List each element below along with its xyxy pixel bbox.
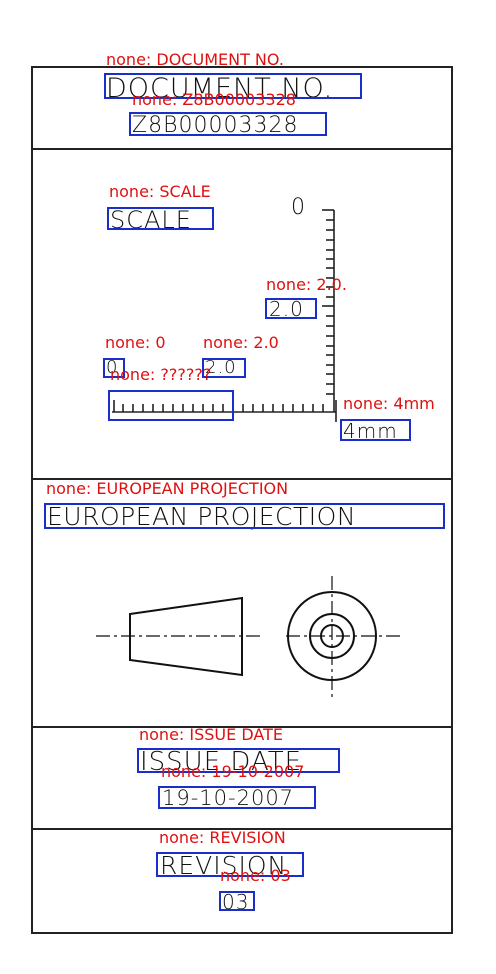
divider <box>31 478 453 480</box>
bbox <box>265 298 317 319</box>
bbox <box>44 503 445 529</box>
bbox <box>158 786 316 809</box>
bbox <box>219 891 255 911</box>
annotation-label: none: 03 <box>220 866 291 885</box>
annotation-label: none: DOCUMENT NO. <box>106 50 284 69</box>
annotation-label: none: EUROPEAN PROJECTION <box>46 479 289 498</box>
annotation-label: none: Z8B00003328 <box>132 90 296 109</box>
title-block-frame <box>31 66 453 934</box>
annotation-label: none: REVISION <box>159 828 286 847</box>
bbox <box>108 390 234 421</box>
divider <box>31 726 453 728</box>
ruler-top-value: 0 <box>291 195 306 220</box>
bbox <box>104 73 362 99</box>
annotation-label: none: 2.0 <box>203 333 279 352</box>
bbox <box>129 112 327 136</box>
projection-label: EUROPEAN PROJECTION <box>47 502 357 531</box>
annotation-label: none: 0 <box>105 333 166 352</box>
projection-symbol <box>96 576 400 698</box>
issue-date-value: 19-10-2007 <box>162 786 295 810</box>
bbox <box>107 207 214 230</box>
divider <box>31 828 453 830</box>
bbox <box>340 419 411 441</box>
annotation-label: none: SCALE <box>109 182 211 201</box>
bbox <box>202 358 246 378</box>
annotation-label: none: ISSUE DATE <box>139 725 283 744</box>
vertical-ruler <box>322 209 335 412</box>
bbox <box>103 358 125 378</box>
annotation-label: none: 2.0. <box>266 275 347 294</box>
left-two-value: 2.0 <box>205 357 237 378</box>
bbox <box>137 748 340 773</box>
document-number-value: Z8B00003328 <box>132 113 299 138</box>
annotation-label: none: ?????? <box>110 365 212 384</box>
left-zero-value: 0 <box>106 357 119 378</box>
annotation-label: none: 4mm <box>343 394 435 413</box>
bbox <box>156 852 304 877</box>
divider <box>31 148 453 150</box>
annotation-label: none: 19-10-2007 <box>161 762 305 781</box>
